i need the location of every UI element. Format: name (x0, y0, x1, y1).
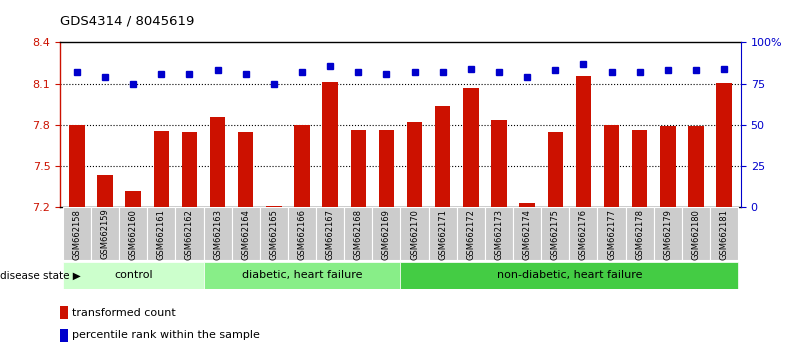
Bar (463, 88, 478, 207)
Bar (231, 207, 260, 260)
Bar (576, 76, 591, 207)
Text: GSM662172: GSM662172 (466, 209, 475, 259)
Bar (288, 207, 316, 260)
Bar (513, 207, 541, 260)
Bar (435, 105, 450, 207)
Bar (682, 207, 710, 260)
Text: GSM662164: GSM662164 (241, 209, 250, 259)
Text: GSM662160: GSM662160 (129, 209, 138, 259)
Bar (351, 130, 366, 207)
Bar (598, 207, 626, 260)
Text: GSM662173: GSM662173 (494, 209, 504, 260)
Bar (372, 207, 400, 260)
Bar (60, 329, 68, 342)
Text: GSM662166: GSM662166 (297, 209, 307, 260)
Text: GSM662161: GSM662161 (157, 209, 166, 259)
Bar (429, 207, 457, 260)
Bar (147, 207, 175, 260)
Bar (203, 262, 400, 289)
Bar (660, 126, 675, 207)
Bar (316, 207, 344, 260)
Bar (491, 120, 507, 207)
Bar (203, 207, 231, 260)
Text: GSM662177: GSM662177 (607, 209, 616, 260)
Text: GDS4314 / 8045619: GDS4314 / 8045619 (60, 14, 195, 27)
Text: GSM662176: GSM662176 (579, 209, 588, 260)
Text: GSM662181: GSM662181 (719, 209, 729, 259)
Bar (182, 132, 197, 207)
Bar (119, 207, 147, 260)
Bar (379, 130, 394, 207)
Bar (69, 125, 85, 207)
Bar (688, 126, 703, 207)
Bar (63, 262, 203, 289)
Text: GSM662171: GSM662171 (438, 209, 447, 259)
Bar (632, 130, 647, 207)
Text: GSM662162: GSM662162 (185, 209, 194, 259)
Bar (654, 207, 682, 260)
Text: GSM662175: GSM662175 (551, 209, 560, 259)
Bar (716, 83, 732, 207)
Bar (344, 207, 372, 260)
Text: transformed count: transformed count (72, 308, 176, 318)
Bar (126, 191, 141, 207)
Bar (485, 207, 513, 260)
Bar (400, 262, 738, 289)
Bar (98, 175, 113, 207)
Bar (570, 207, 598, 260)
Text: diabetic, heart failure: diabetic, heart failure (242, 270, 362, 280)
Text: GSM662178: GSM662178 (635, 209, 644, 260)
Text: non-diabetic, heart failure: non-diabetic, heart failure (497, 270, 642, 280)
Bar (238, 132, 253, 207)
Bar (63, 207, 91, 260)
Bar (266, 206, 282, 207)
Text: percentile rank within the sample: percentile rank within the sample (72, 330, 260, 340)
Text: GSM662169: GSM662169 (382, 209, 391, 259)
Bar (294, 125, 310, 207)
Bar (260, 207, 288, 260)
Text: GSM662163: GSM662163 (213, 209, 222, 260)
Bar (210, 117, 225, 207)
Bar (604, 125, 619, 207)
Text: GSM662174: GSM662174 (522, 209, 532, 259)
Text: control: control (114, 270, 152, 280)
Bar (60, 307, 68, 319)
Bar (154, 131, 169, 207)
Bar (407, 122, 422, 207)
Bar (710, 207, 738, 260)
Text: disease state ▶: disease state ▶ (0, 270, 81, 280)
Bar (541, 207, 570, 260)
Bar (548, 132, 563, 207)
Text: GSM662180: GSM662180 (691, 209, 700, 259)
Text: GSM662170: GSM662170 (410, 209, 419, 259)
Bar (91, 207, 119, 260)
Text: GSM662167: GSM662167 (326, 209, 335, 260)
Text: GSM662158: GSM662158 (72, 209, 82, 259)
Bar (400, 207, 429, 260)
Text: GSM662168: GSM662168 (354, 209, 363, 260)
Text: GSM662179: GSM662179 (663, 209, 672, 259)
Text: GSM662165: GSM662165 (269, 209, 279, 259)
Bar (323, 81, 338, 207)
Bar (175, 207, 203, 260)
Bar (519, 203, 535, 207)
Bar (626, 207, 654, 260)
Bar (457, 207, 485, 260)
Text: GSM662159: GSM662159 (101, 209, 110, 259)
